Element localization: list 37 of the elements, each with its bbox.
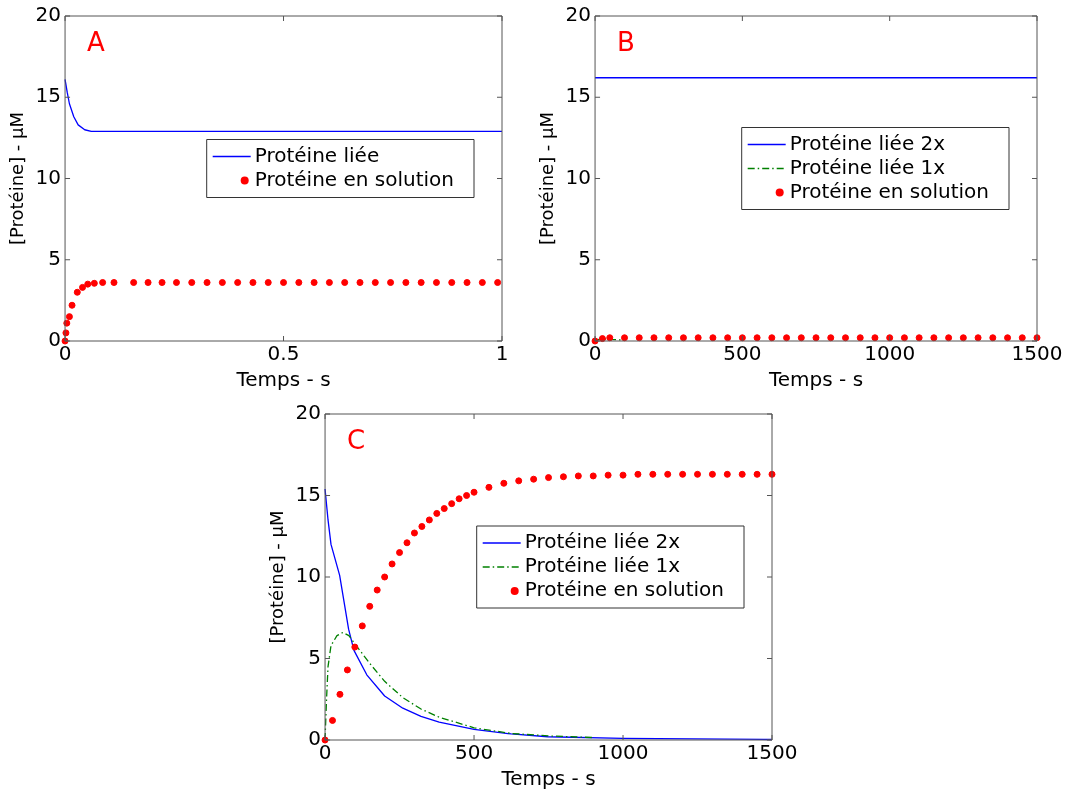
- legend-label: Protéine en solution: [254, 166, 455, 191]
- y-tick-label: 10: [565, 164, 592, 189]
- legend-label: Protéine liée 1x: [789, 154, 946, 179]
- y-tick-label: 20: [565, 2, 592, 27]
- legend-label: Protéine liée: [254, 142, 380, 167]
- legend-label: Protéine liée 1x: [524, 553, 681, 578]
- y-axis-title: [Protéine] - μM: [536, 111, 558, 246]
- x-tick-label: 1500: [746, 740, 798, 765]
- annotation: B: [617, 26, 635, 57]
- y-tick-label: 10: [35, 164, 62, 189]
- y-axis-title: [Protéine] - μM: [6, 111, 28, 246]
- x-tick-label: 0.5: [267, 341, 300, 366]
- x-axis-title: Temps - s: [235, 367, 331, 392]
- x-axis-title: Temps - s: [500, 766, 596, 791]
- y-axis-title: [Protéine] - μM: [266, 510, 288, 644]
- y-tick-label: 5: [48, 245, 62, 270]
- x-axis-title: Temps - s: [767, 367, 864, 392]
- y-tick-label: 5: [578, 245, 592, 270]
- annotation: A: [87, 26, 106, 57]
- y-tick-label: 20: [295, 400, 322, 425]
- x-tick-label: 1: [495, 341, 509, 366]
- x-tick-label: 1000: [864, 341, 916, 366]
- y-tick-label: 10: [295, 563, 322, 588]
- legend-label: Protéine liée 2x: [789, 130, 946, 155]
- annotation: C: [347, 424, 366, 455]
- y-tick-label: 15: [565, 83, 592, 108]
- y-tick-label: 20: [35, 2, 62, 27]
- x-tick-label: 500: [454, 740, 494, 765]
- y-tick-label: 15: [35, 83, 62, 108]
- x-tick-label: 500: [723, 341, 762, 366]
- y-tick-label: 5: [308, 644, 322, 669]
- legend-label: Protéine en solution: [524, 577, 725, 602]
- legend-label: Protéine liée 2x: [524, 529, 681, 554]
- legend-label: Protéine en solution: [789, 178, 990, 203]
- y-tick-label: 15: [295, 481, 322, 506]
- x-tick-label: 1500: [1011, 341, 1063, 366]
- x-tick-label: 1000: [597, 740, 649, 765]
